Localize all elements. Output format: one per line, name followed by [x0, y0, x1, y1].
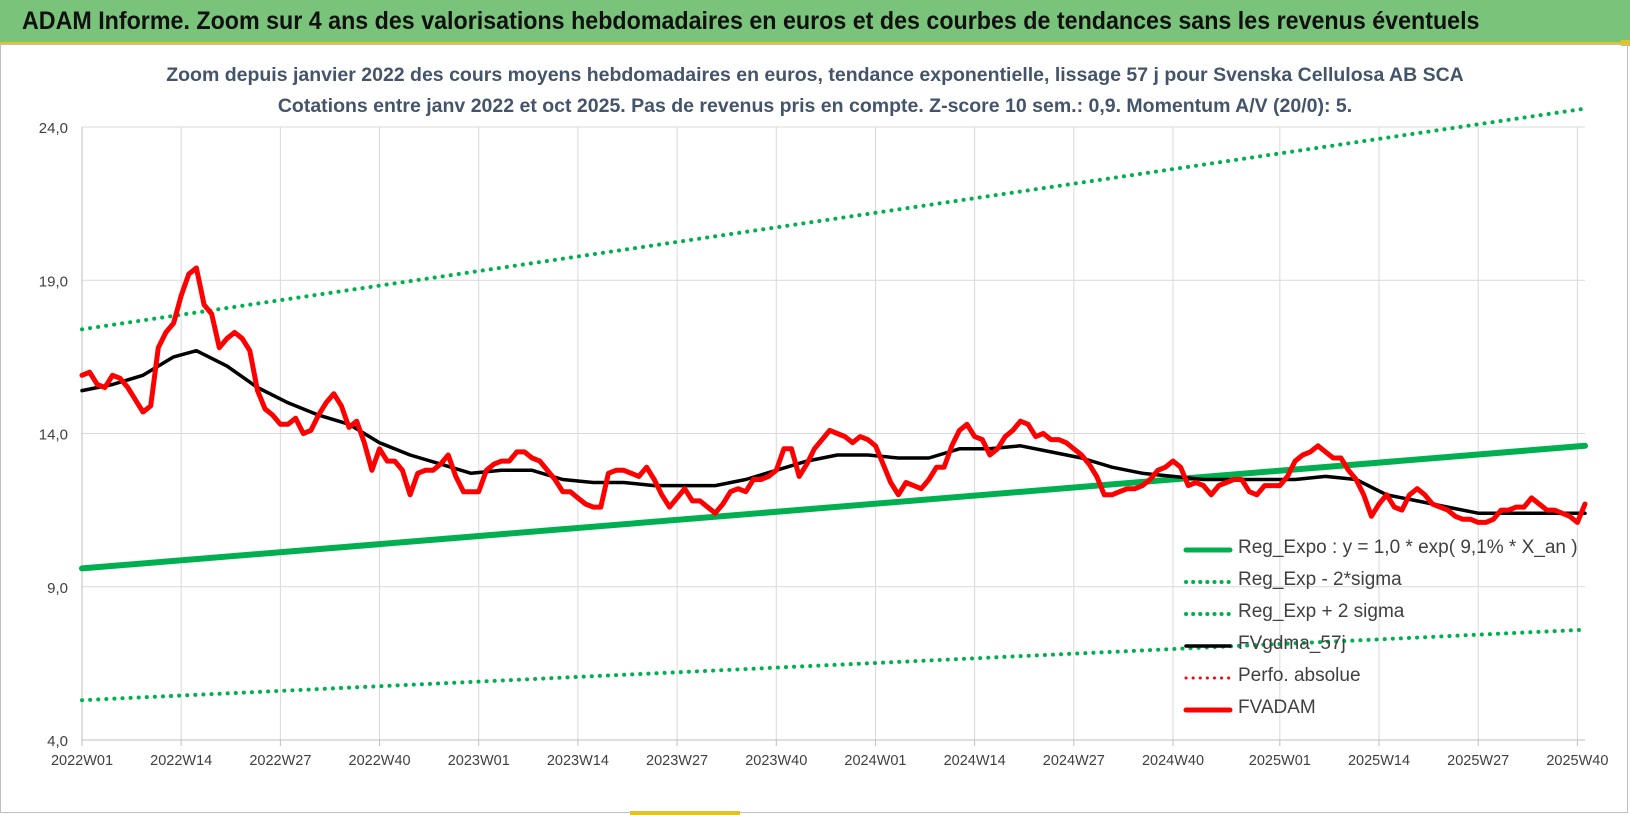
legend-swatch — [1184, 644, 1232, 648]
chart-subtitle: Cotations entre janv 2022 et oct 2025. P… — [277, 95, 1353, 117]
legend-item: Reg_Exp - 2*sigma — [1183, 567, 1583, 599]
x-tick-label: 2022W40 — [349, 753, 411, 769]
legend-label: Reg_Exp + 2 sigma — [1238, 601, 1405, 622]
x-tick-label: 2025W14 — [1348, 753, 1410, 769]
legend-swatch — [1184, 580, 1232, 584]
series-line-1 — [80, 627, 1587, 703]
series-line-5 — [79, 265, 1588, 525]
chart-frame — [0, 44, 1628, 813]
series-line-0 — [79, 442, 1588, 572]
legend-label: Reg_Expo : y = 1,0 * exp( 9,1% * X_an ) — [1238, 537, 1578, 558]
x-tick-label: 2023W14 — [547, 753, 609, 769]
header-bar: ADAM Informe. Zoom sur 4 ans des valoris… — [0, 0, 1630, 44]
x-tick-label: 2022W27 — [249, 753, 311, 769]
legend-label: FVADAM — [1238, 697, 1316, 718]
x-tick-label: 2024W40 — [1142, 753, 1204, 769]
bottom-accent — [630, 811, 740, 815]
x-tick-label: 2024W01 — [844, 753, 906, 769]
legend-swatch — [1184, 676, 1232, 680]
legend-item: Reg_Exp + 2 sigma — [1183, 599, 1583, 631]
y-tick-label: 4,0 — [47, 733, 68, 750]
legend-label: Perfo. absolue — [1238, 665, 1361, 686]
legend-swatch — [1183, 547, 1233, 553]
y-tick-label: 9,0 — [47, 580, 68, 597]
x-tick-label: 2022W14 — [150, 753, 212, 769]
x-tick-label: 2025W40 — [1546, 753, 1608, 769]
x-tick-label: 2023W40 — [745, 753, 807, 769]
legend-item: Perfo. absolue — [1183, 663, 1583, 695]
legend-item: FVADAM — [1183, 695, 1583, 727]
legend-swatch — [1183, 707, 1233, 713]
x-tick-label: 2025W01 — [1249, 753, 1311, 769]
legend-item: FVgdma_57j — [1183, 631, 1583, 663]
legend-label: Reg_Exp - 2*sigma — [1238, 569, 1402, 590]
corner-marker — [1621, 40, 1630, 46]
x-tick-label: 2025W27 — [1447, 753, 1509, 769]
y-tick-label: 19,0 — [39, 273, 68, 290]
x-tick-label: 2022W01 — [51, 753, 113, 769]
series-line-3 — [80, 348, 1587, 515]
x-tick-label: 2023W01 — [448, 753, 510, 769]
x-tick-label: 2023W27 — [646, 753, 708, 769]
page-title: ADAM Informe. Zoom sur 4 ans des valoris… — [22, 7, 1480, 35]
legend-label: FVgdma_57j — [1238, 633, 1346, 654]
legend-swatch — [1184, 612, 1232, 616]
y-tick-label: 24,0 — [39, 120, 68, 137]
series-line-2 — [80, 106, 1587, 332]
x-tick-label: 2024W14 — [944, 753, 1006, 769]
chart-title: Zoom depuis janvier 2022 des cours moyen… — [166, 64, 1464, 86]
x-tick-label: 2024W27 — [1043, 753, 1105, 769]
y-tick-label: 14,0 — [39, 427, 68, 444]
legend-item: Reg_Expo : y = 1,0 * exp( 9,1% * X_an ) — [1183, 535, 1583, 567]
chart-legend: Reg_Expo : y = 1,0 * exp( 9,1% * X_an ) R… — [1183, 535, 1583, 727]
